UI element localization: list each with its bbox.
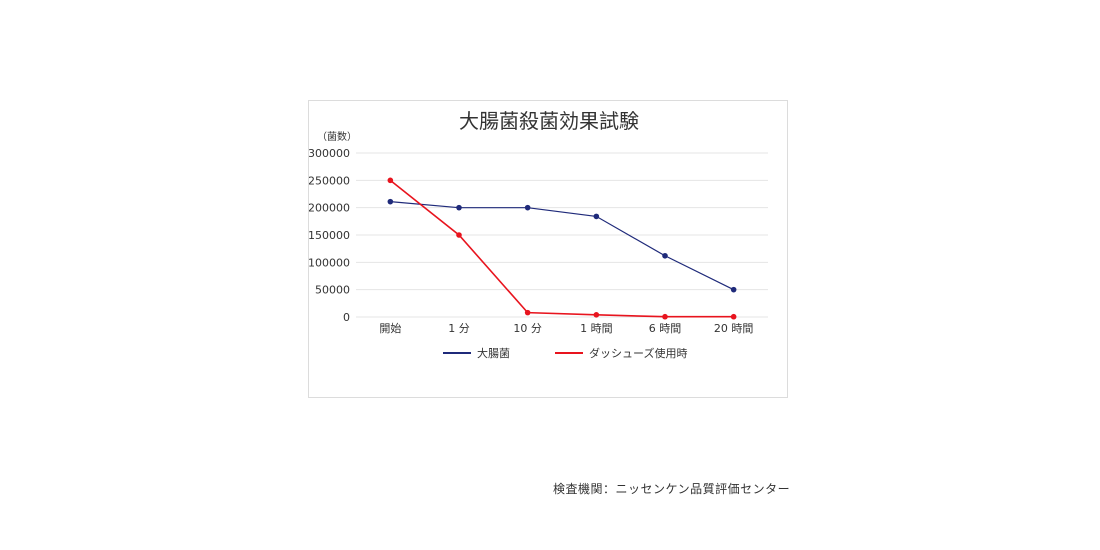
x-tick-label: 20 時間 [714, 322, 754, 335]
y-tick-label: 200000 [309, 202, 350, 215]
legend-label: ダッシューズ使用時 [589, 346, 687, 360]
legend: 大腸菌 ダッシューズ使用時 [443, 346, 687, 360]
data-point [593, 213, 600, 220]
data-point [456, 204, 462, 211]
x-axis-ticks: 開始 1 分 10 分 1 時間 6 時間 20 時間 [379, 321, 753, 335]
data-point [730, 286, 737, 293]
data-point [524, 204, 531, 211]
y-tick-label: 100000 [309, 256, 350, 269]
x-tick-label: 1 分 [448, 322, 470, 335]
x-tick-label: 10 分 [513, 322, 542, 335]
data-point [387, 177, 394, 184]
chart-title: 大腸菌殺菌効果試験 [459, 109, 639, 133]
series-line [390, 201, 734, 291]
y-tick-label: 150000 [309, 229, 350, 242]
gridlines [356, 152, 768, 318]
source-note: 検査機関：ニッセンケン品質評価センター [553, 482, 791, 496]
data-point [456, 232, 462, 238]
legend-label: 大腸菌 [477, 346, 510, 360]
x-tick-label: 1 時間 [580, 322, 613, 335]
data-point [387, 198, 394, 205]
series-layer [387, 177, 737, 320]
y-tick-label: 300000 [309, 147, 350, 160]
y-tick-label: 250000 [309, 174, 350, 187]
line-chart: 大腸菌殺菌効果試験 （菌数） 0 50000 100000 150000 200000 2… [309, 109, 768, 360]
y-axis-unit-label: （菌数） [317, 130, 357, 143]
y-tick-label: 0 [343, 311, 350, 324]
y-tick-label: 50000 [315, 284, 350, 297]
data-point [662, 252, 668, 259]
chart-container: 大腸菌殺菌効果試験 （菌数） 0 50000 100000 150000 200000 2… [308, 100, 788, 398]
x-tick-label: 開始 [379, 321, 401, 335]
x-tick-label: 6 時間 [649, 322, 682, 335]
data-point [662, 313, 668, 320]
data-point [593, 312, 600, 318]
data-point [730, 313, 737, 320]
series-line [389, 179, 734, 318]
y-axis-ticks: 0 50000 100000 150000 200000 250000 300000 [309, 147, 350, 324]
data-point [524, 309, 531, 316]
